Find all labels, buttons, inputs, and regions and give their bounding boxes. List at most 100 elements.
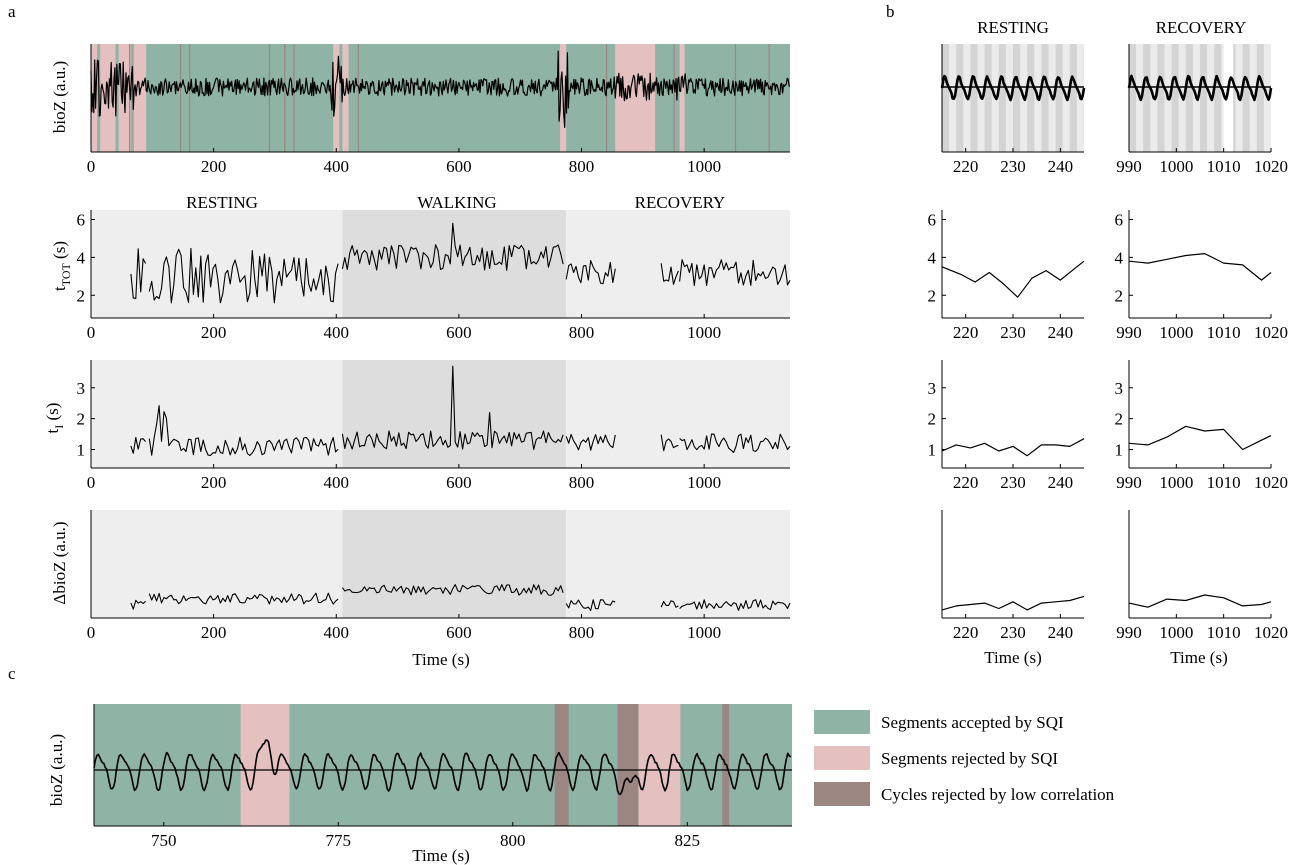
x-tick-label: 990: [1116, 623, 1142, 642]
rejected-band: [342, 44, 349, 152]
low-correlation-band: [129, 44, 131, 152]
x-tick-label: 990: [1116, 323, 1142, 342]
series-segment: [660, 600, 679, 608]
x-tick-label: 990: [1116, 473, 1142, 492]
accepted-band: [91, 44, 790, 152]
series-segment: [130, 436, 147, 454]
b-xlabel-resting: Time (s): [984, 648, 1041, 667]
x-tick-label: 400: [324, 473, 350, 492]
a-ti-ylabel: tI (s): [43, 403, 66, 434]
panel-b-dbioz-charts: 220 230 240 990 1000 1010 1020: [941, 510, 1288, 642]
low-correlation-band: [357, 44, 359, 152]
x-tick-label: 600: [446, 623, 472, 642]
series-line: [941, 260, 1085, 298]
rejected-band: [240, 704, 290, 826]
series-line: [1128, 253, 1272, 281]
panel-b-ti-charts: 220 230 240 1 2 3 990 1000 1010 1020 1 2 3: [928, 360, 1288, 492]
a-ttot-ylabel: tTOT (s): [50, 241, 73, 291]
series-segment: [148, 592, 339, 605]
x-tick-label: 1010: [1207, 157, 1241, 176]
rejected-band: [333, 44, 340, 152]
low-correlation-band: [189, 44, 191, 152]
x-tick-label: 1000: [1159, 473, 1193, 492]
low-correlation-band: [673, 44, 675, 152]
x-tick-label: 1020: [1254, 157, 1288, 176]
y-tick-label: 6: [77, 210, 86, 229]
x-tick-label: 200: [201, 323, 227, 342]
x-tick-label: 600: [446, 323, 472, 342]
x-tick-label: 220: [953, 323, 979, 342]
phase-band: [566, 360, 790, 468]
b-title-recovery: RECOVERY: [1156, 18, 1247, 37]
series-segment: [660, 434, 679, 452]
panel-label-b: b: [886, 2, 895, 21]
rejected-band: [133, 44, 147, 152]
y-tick-label: 1: [1115, 440, 1124, 459]
x-tick-label: 750: [151, 831, 177, 850]
panel-a-ti-chart: 0 200 400 600 800 1000 1 2 3: [77, 360, 791, 492]
x-tick-label: 220: [953, 157, 979, 176]
c-xlabel: Time (s): [412, 846, 469, 865]
phase-band: [91, 210, 343, 318]
x-tick-label: 800: [500, 831, 526, 850]
bioz-trace: [93, 739, 792, 796]
y-tick-label: 1: [77, 440, 86, 459]
low-correlation-band: [606, 44, 608, 152]
x-tick-label: 0: [87, 323, 96, 342]
y-tick-label: 6: [1115, 210, 1124, 229]
panel-a-dbioz-chart: 0 200 400 600 800 1000: [87, 510, 791, 642]
series-segment: [679, 599, 791, 611]
low-correlation-band: [268, 44, 271, 152]
low-correlation-band: [179, 44, 182, 152]
bioz-trace: [940, 74, 1086, 102]
panel-b-bioz-charts: 220 230 240 990 1000 1010 1020: [940, 44, 1288, 176]
series-segment: [148, 405, 339, 457]
phase-band: [566, 210, 790, 318]
series-segment: [565, 260, 616, 285]
c-ylabel: bioZ (a.u.): [47, 734, 66, 806]
b-title-resting: RESTING: [977, 18, 1049, 37]
y-tick-label: 4: [77, 248, 86, 267]
y-tick-label: 6: [928, 210, 937, 229]
series-segment: [565, 433, 616, 451]
x-tick-label: 240: [1048, 157, 1074, 176]
y-tick-label: 2: [77, 286, 86, 305]
a-dbioz-ylabel: ΔbioZ (a.u.): [50, 521, 69, 604]
legend: Segments accepted by SQI Segments reject…: [814, 710, 1115, 806]
x-tick-label: 1000: [687, 623, 721, 642]
panel-label-c: c: [8, 664, 16, 683]
b-bioz-window: 220 230 240: [940, 44, 1086, 176]
y-tick-label: 3: [928, 379, 937, 398]
y-tick-label: 4: [928, 248, 937, 267]
y-tick-label: 1: [928, 440, 937, 459]
panel-c-bioz-chart: 750 775 800 825: [93, 704, 792, 850]
x-tick-label: 1000: [687, 473, 721, 492]
panel-a-ttot-chart: 0 200 400 600 800 1000 2 4 6: [77, 210, 791, 342]
x-tick-label: 600: [446, 157, 472, 176]
bioz-trace: [1127, 74, 1273, 102]
b-resting-window: 220 230 240: [941, 510, 1085, 642]
b-recovery-window: 990 1000 1010 1020 2 4 6: [1115, 210, 1288, 342]
x-tick-label: 230: [1000, 323, 1026, 342]
x-tick-label: 800: [569, 473, 595, 492]
rejected-band: [638, 704, 681, 826]
x-tick-label: 400: [324, 323, 350, 342]
y-tick-label: 2: [1115, 286, 1124, 305]
x-tick-label: 1010: [1207, 623, 1241, 642]
low-correlation-band: [284, 44, 286, 152]
b-resting-window: 220 230 240 1 2 3: [928, 360, 1085, 492]
b-recovery-window: 990 1000 1010 1020 1 2 3: [1115, 360, 1288, 492]
x-tick-label: 240: [1048, 323, 1074, 342]
x-tick-label: 200: [201, 157, 227, 176]
x-tick-label: 775: [326, 831, 352, 850]
panel-a-bioz-chart: 0 200 400 600 800 1000: [87, 44, 791, 176]
x-tick-label: 230: [1000, 623, 1026, 642]
series-line: [941, 595, 1085, 611]
y-tick-label: 2: [928, 410, 937, 429]
x-tick-label: 1020: [1254, 623, 1288, 642]
x-tick-label: 1000: [687, 157, 721, 176]
x-tick-label: 800: [569, 323, 595, 342]
b-resting-window: 220 230 240 2 4 6: [928, 210, 1085, 342]
y-tick-label: 4: [1115, 248, 1124, 267]
low-correlation-band: [554, 704, 569, 826]
